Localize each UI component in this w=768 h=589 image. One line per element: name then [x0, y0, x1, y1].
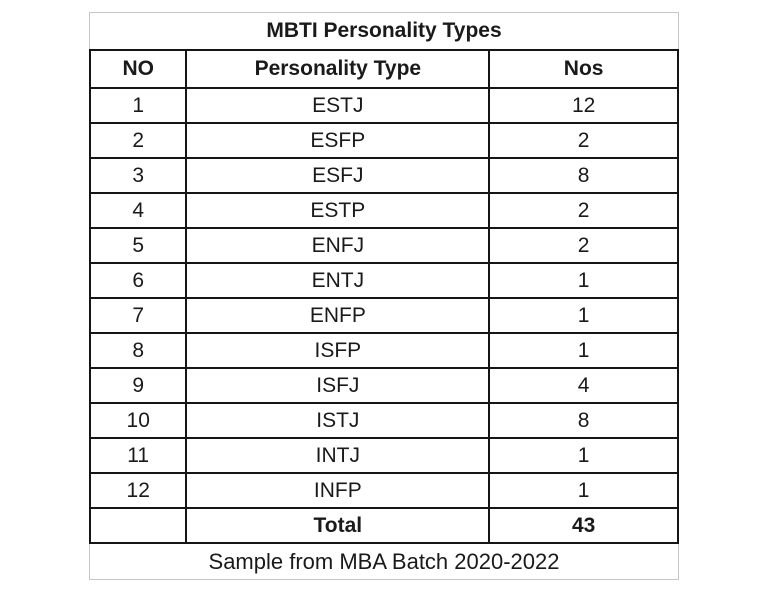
row-no-cell: 2: [88, 122, 188, 159]
row-type-cell: ESFP: [185, 122, 491, 159]
total-value: 43: [488, 507, 679, 544]
row-nos-cell: 2: [488, 122, 679, 159]
table-title: MBTI Personality Types: [89, 12, 679, 49]
table-row: 6 ENTJ 1: [88, 262, 679, 299]
table-row: 11 INTJ 1: [88, 437, 679, 474]
row-nos-cell: 1: [488, 262, 679, 299]
table-header: NO Personality Type Nos: [88, 49, 679, 89]
col-header-no: NO: [88, 49, 188, 89]
table-body: 1 ESTJ 12 2 ESFP 2 3 ESFJ 8 4 ESTP 2 5 ENFJ 2 6 ENTJ 1 7 EN…: [88, 87, 679, 509]
row-type-cell: ISFJ: [185, 367, 491, 404]
row-nos-cell: 8: [488, 157, 679, 194]
row-nos-cell: 2: [488, 192, 679, 229]
table-row: 1 ESTJ 12: [88, 87, 679, 124]
row-type-cell: INTJ: [185, 437, 491, 474]
total-empty-cell: [88, 507, 188, 544]
mbti-table: NO Personality Type Nos 1 ESTJ 12 2 ESFP 2 3 ES…: [88, 49, 679, 544]
header-row: NO Personality Type Nos: [88, 49, 679, 89]
row-nos-cell: 8: [488, 402, 679, 439]
row-no-cell: 4: [88, 192, 188, 229]
table-row: 7 ENFP 1: [88, 297, 679, 334]
row-nos-cell: 4: [488, 367, 679, 404]
row-nos-cell: 1: [488, 332, 679, 369]
row-no-cell: 12: [88, 472, 188, 509]
total-label: Total: [185, 507, 491, 544]
row-no-cell: 5: [88, 227, 188, 264]
row-no-cell: 1: [88, 87, 188, 124]
table-footer: Total 43: [88, 507, 679, 544]
row-type-cell: ISTJ: [185, 402, 491, 439]
row-no-cell: 9: [88, 367, 188, 404]
row-type-cell: ESTP: [185, 192, 491, 229]
row-nos-cell: 1: [488, 437, 679, 474]
col-header-nos: Nos: [488, 49, 679, 89]
table-row: 5 ENFJ 2: [88, 227, 679, 264]
table-row: 4 ESTP 2: [88, 192, 679, 229]
row-nos-cell: 1: [488, 472, 679, 509]
total-row: Total 43: [88, 507, 679, 544]
row-nos-cell: 2: [488, 227, 679, 264]
row-nos-cell: 1: [488, 297, 679, 334]
row-no-cell: 3: [88, 157, 188, 194]
row-nos-cell: 12: [488, 87, 679, 124]
row-no-cell: 6: [88, 262, 188, 299]
row-type-cell: ENTJ: [185, 262, 491, 299]
mbti-table-sheet: MBTI Personality Types NO Personality Ty…: [88, 12, 679, 580]
row-type-cell: ENFJ: [185, 227, 491, 264]
table-row: 10 ISTJ 8: [88, 402, 679, 439]
row-type-cell: ESFJ: [185, 157, 491, 194]
table-row: 9 ISFJ 4: [88, 367, 679, 404]
table-row: 3 ESFJ 8: [88, 157, 679, 194]
row-type-cell: ISFP: [185, 332, 491, 369]
row-type-cell: ESTJ: [185, 87, 491, 124]
row-no-cell: 11: [88, 437, 188, 474]
table-row: 2 ESFP 2: [88, 122, 679, 159]
row-no-cell: 10: [88, 402, 188, 439]
table-caption: Sample from MBA Batch 2020-2022: [89, 544, 679, 580]
col-header-personality-type: Personality Type: [185, 49, 491, 89]
row-no-cell: 7: [88, 297, 188, 334]
row-type-cell: ENFP: [185, 297, 491, 334]
table-row: 12 INFP 1: [88, 472, 679, 509]
table-row: 8 ISFP 1: [88, 332, 679, 369]
row-no-cell: 8: [88, 332, 188, 369]
row-type-cell: INFP: [185, 472, 491, 509]
